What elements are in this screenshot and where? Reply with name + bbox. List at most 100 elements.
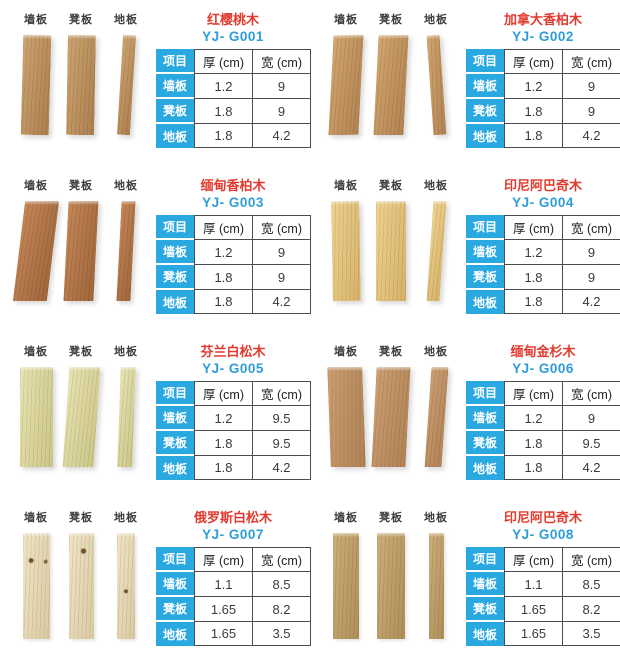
floor-board-label: 地板	[114, 346, 138, 358]
bench-board-column: 凳板	[371, 340, 411, 500]
bench-width-value: 9.5	[563, 431, 620, 456]
wall-board-label: 墙板	[24, 512, 48, 524]
wall-board-label: 墙板	[24, 346, 48, 358]
bench-thickness-value: 1.65	[194, 597, 253, 622]
floor-board-column: 地板	[106, 506, 146, 666]
product-model: YJ- G006	[512, 361, 574, 376]
spec-table: 项目 厚 (cm) 宽 (cm) 墙板 1.2 9 凳板 1.8 9 地板 1.…	[156, 49, 311, 148]
spec-row-wall: 墙板 1.2 9	[466, 74, 620, 99]
floor-board-photo	[117, 533, 135, 639]
spec-header-row: 项目 厚 (cm) 宽 (cm)	[466, 381, 620, 406]
spec-row-label: 墙板	[466, 406, 504, 431]
spec-table: 项目 厚 (cm) 宽 (cm) 墙板 1.2 9 凳板 1.8 9 地板 1.…	[156, 215, 311, 314]
bench-board-label: 凳板	[69, 512, 93, 524]
wall-board-photo	[331, 200, 361, 302]
floor-board-label: 地板	[114, 512, 138, 524]
product-model: YJ- G001	[202, 29, 264, 44]
bench-thickness-value: 1.8	[504, 431, 563, 456]
spec-header-row: 项目 厚 (cm) 宽 (cm)	[466, 547, 620, 572]
wall-board-label: 墙板	[24, 180, 48, 192]
floor-width-value: 4.2	[253, 124, 311, 148]
product-name: 缅甸金杉木	[510, 344, 576, 359]
spec-row-label: 凳板	[466, 431, 504, 456]
product-card: 墙板 凳板 地板 红樱桃木 YJ- G001 项目 厚 (cm) 宽 (cm) …	[0, 2, 311, 168]
wall-width-value: 8.5	[253, 572, 311, 597]
spec-row-wall: 墙板 1.2 9	[156, 74, 311, 99]
floor-board-photo	[116, 34, 136, 136]
spec-row-floor: 地板 1.8 4.2	[466, 456, 620, 480]
product-model: YJ- G005	[202, 361, 264, 376]
bench-board-photo	[66, 34, 96, 136]
spec-header-row: 项目 厚 (cm) 宽 (cm)	[156, 49, 311, 74]
product-model: YJ- G007	[202, 527, 264, 542]
floor-board-column: 地板	[416, 506, 456, 666]
floor-board-column: 地板	[416, 340, 456, 500]
plank-photo-group: 墙板 凳板 地板	[326, 340, 456, 500]
spec-header-item: 项目	[156, 547, 194, 572]
floor-thickness-value: 1.8	[194, 124, 253, 148]
spec-header-item: 项目	[466, 215, 504, 240]
spec-header-item: 项目	[156, 215, 194, 240]
product-card: 墙板 凳板 地板 缅甸香柏木 YJ- G003 项目 厚 (cm) 宽 (cm)…	[0, 168, 311, 334]
bench-thickness-value: 1.8	[194, 431, 253, 456]
bench-width-value: 8.2	[563, 597, 620, 622]
spec-row-floor: 地板 1.65 3.5	[156, 622, 311, 646]
product-name: 缅甸香柏木	[200, 178, 266, 193]
product-card: 墙板 凳板 地板 芬兰白松木 YJ- G005 项目 厚 (cm) 宽 (cm)…	[0, 334, 311, 500]
wall-board-label: 墙板	[334, 14, 358, 26]
wall-board-photo	[19, 367, 53, 467]
floor-board-label: 地板	[114, 14, 138, 26]
wall-board-column: 墙板	[326, 174, 366, 334]
wall-board-label: 墙板	[334, 346, 358, 358]
plank-photo-group: 墙板 凳板 地板	[16, 340, 146, 500]
floor-board-column: 地板	[106, 340, 146, 500]
bench-board-column: 凳板	[371, 8, 411, 168]
spec-header-width: 宽 (cm)	[563, 49, 620, 74]
spec-header-item: 项目	[156, 381, 194, 406]
wall-board-photo	[12, 201, 60, 301]
floor-width-value: 4.2	[563, 124, 620, 148]
plank-photo-group: 墙板 凳板 地板	[326, 174, 456, 334]
floor-board-photo	[426, 34, 446, 136]
wall-thickness-value: 1.2	[194, 406, 253, 431]
spec-header-thickness: 厚 (cm)	[194, 381, 253, 406]
wall-board-column: 墙板	[16, 8, 56, 168]
bench-width-value: 8.2	[253, 597, 311, 622]
bench-thickness-value: 1.8	[194, 99, 253, 124]
product-info: 加拿大香柏木 YJ- G002 项目 厚 (cm) 宽 (cm) 墙板 1.2 …	[466, 8, 620, 168]
spec-row-bench: 凳板 1.8 9	[156, 99, 311, 124]
bench-thickness-value: 1.8	[504, 265, 563, 290]
spec-header-width: 宽 (cm)	[253, 49, 311, 74]
floor-board-column: 地板	[416, 174, 456, 334]
wall-board-column: 墙板	[326, 506, 366, 666]
wall-board-photo	[328, 34, 364, 136]
spec-row-wall: 墙板 1.1 8.5	[156, 572, 311, 597]
spec-header-row: 项目 厚 (cm) 宽 (cm)	[156, 547, 311, 572]
wall-width-value: 9	[253, 240, 311, 265]
spec-row-label: 地板	[156, 622, 194, 646]
plank-photo-group: 墙板 凳板 地板	[12, 174, 146, 334]
spec-row-label: 凳板	[466, 597, 504, 622]
product-card: 墙板 凳板 地板 俄罗斯白松木 YJ- G007 项目 厚 (cm) 宽 (cm…	[0, 500, 311, 666]
spec-header-row: 项目 厚 (cm) 宽 (cm)	[466, 49, 620, 74]
bench-width-value: 9	[253, 99, 311, 124]
product-model: YJ- G003	[202, 195, 264, 210]
product-info: 印尼阿巴奇木 YJ- G008 项目 厚 (cm) 宽 (cm) 墙板 1.1 …	[466, 506, 620, 666]
plank-photo-group: 墙板 凳板 地板	[16, 506, 146, 666]
floor-thickness-value: 1.8	[194, 290, 253, 314]
spec-row-label: 地板	[466, 456, 504, 480]
spec-row-label: 凳板	[466, 265, 504, 290]
product-model: YJ- G004	[512, 195, 574, 210]
floor-width-value: 3.5	[253, 622, 311, 646]
spec-header-thickness: 厚 (cm)	[504, 381, 563, 406]
wall-board-column: 墙板	[326, 340, 366, 500]
wall-thickness-value: 1.2	[194, 74, 253, 99]
plank-photo-group: 墙板 凳板 地板	[16, 8, 146, 168]
spec-header-width: 宽 (cm)	[253, 547, 311, 572]
spec-row-label: 墙板	[466, 240, 504, 265]
spec-table: 项目 厚 (cm) 宽 (cm) 墙板 1.1 8.5 凳板 1.65 8.2 …	[156, 547, 311, 646]
floor-thickness-value: 1.8	[504, 456, 563, 480]
product-info: 俄罗斯白松木 YJ- G007 项目 厚 (cm) 宽 (cm) 墙板 1.1 …	[156, 506, 311, 666]
